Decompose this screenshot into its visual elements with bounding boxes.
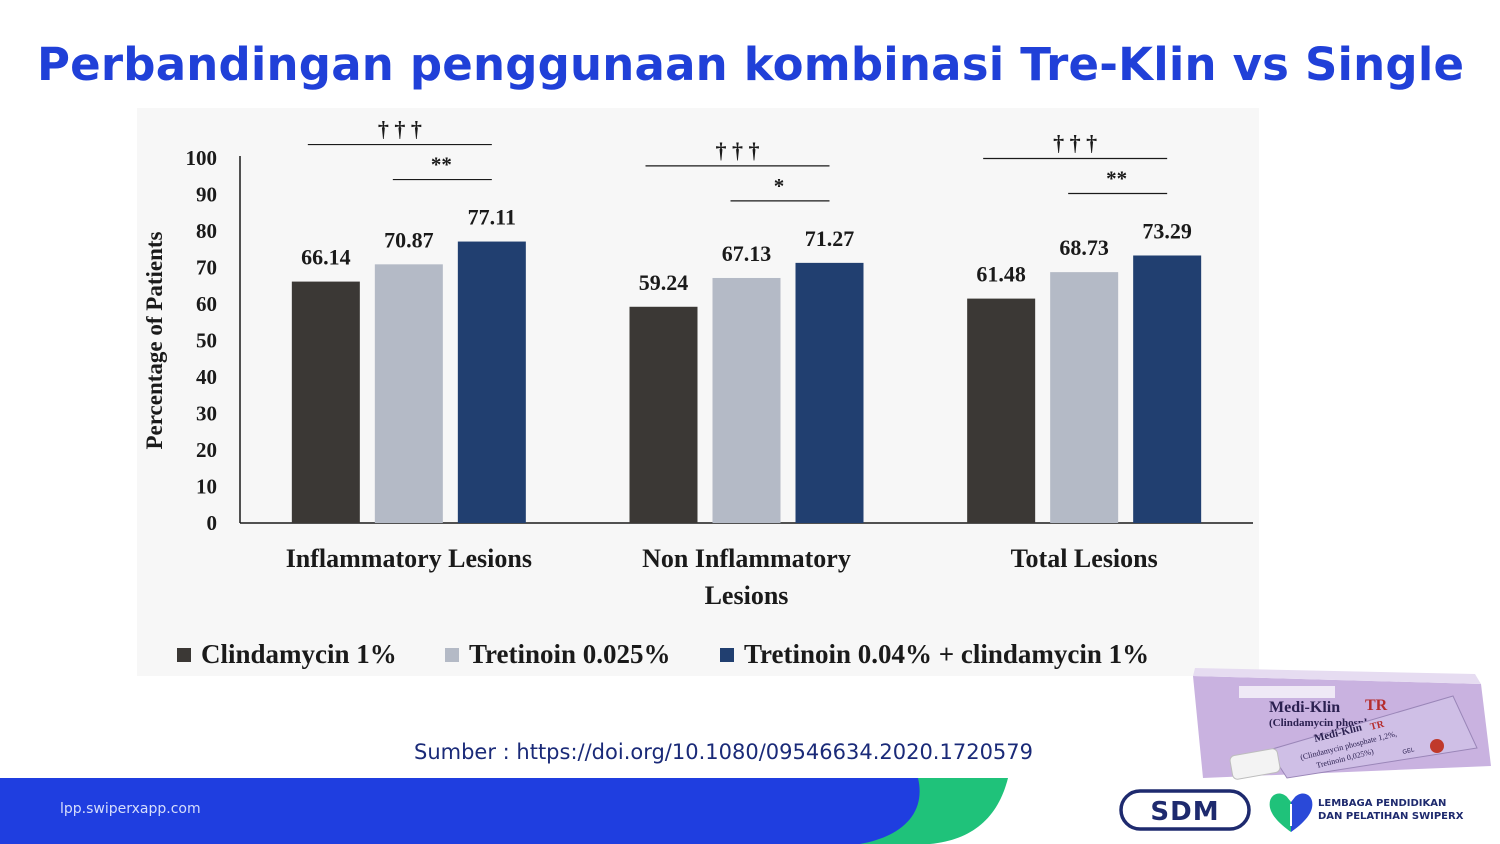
significance-marker: † † † bbox=[1053, 130, 1097, 155]
y-tick-label: 60 bbox=[196, 292, 217, 316]
bar-value-label: 61.48 bbox=[976, 262, 1026, 287]
significance-marker: † † † bbox=[716, 138, 760, 163]
lembaga-pendidikan-logo-text: LEMBAGA PENDIDIKAN DAN PELATIHAN SWIPERX bbox=[1318, 797, 1463, 823]
category-label: Lesions bbox=[705, 581, 789, 610]
significance-marker: ** bbox=[431, 153, 452, 177]
lembaga-pendidikan-logo-icon bbox=[1269, 793, 1313, 832]
bar-value-label: 71.27 bbox=[805, 226, 855, 251]
category-label: Total Lesions bbox=[1011, 544, 1158, 573]
category-label: Inflammatory Lesions bbox=[286, 544, 532, 573]
bar-value-label: 68.73 bbox=[1059, 235, 1109, 260]
bar-value-label: 59.24 bbox=[639, 270, 689, 295]
bar bbox=[967, 298, 1036, 523]
y-tick-label: 0 bbox=[207, 511, 218, 535]
source-citation[interactable]: Sumber : https://doi.org/10.1080/0954663… bbox=[414, 740, 1034, 764]
slide-title: Perbandingan penggunaan kombinasi Tre-Kl… bbox=[37, 38, 1465, 91]
y-tick-label: 20 bbox=[196, 438, 217, 462]
y-tick-label: 30 bbox=[196, 402, 217, 426]
bar-value-label: 77.11 bbox=[468, 205, 516, 230]
sdm-logo-text: SDM bbox=[1150, 797, 1219, 827]
product-brand: Medi-Klin bbox=[1269, 699, 1340, 716]
y-tick-label: 70 bbox=[196, 256, 217, 280]
product-tube bbox=[1268, 695, 1478, 779]
significance-marker: * bbox=[774, 174, 785, 198]
bar bbox=[291, 281, 360, 523]
bar-value-label: 73.29 bbox=[1142, 218, 1192, 243]
category-label: Non Inflammatory bbox=[642, 544, 851, 573]
sdm-logo: SDM bbox=[1119, 789, 1251, 831]
bar bbox=[629, 306, 698, 523]
bar-chart: 0 10 20 30 40 50 60 70 80 90 100 Percentage of Pati… bbox=[142, 117, 1253, 669]
footer-blue-band bbox=[0, 778, 920, 844]
bar bbox=[457, 241, 526, 523]
lp-line-2: DAN PELATIHAN SWIPERX bbox=[1318, 811, 1464, 822]
bar bbox=[712, 277, 781, 523]
product-tube-variant: TR bbox=[1369, 719, 1386, 733]
y-tick-label: 50 bbox=[196, 329, 217, 353]
y-tick-label: 10 bbox=[196, 475, 217, 499]
bar bbox=[1133, 255, 1202, 523]
y-axis-title: Percentage of Patients bbox=[142, 231, 167, 449]
footer-url[interactable]: lpp.swiperxapp.com bbox=[60, 801, 201, 817]
lp-line-1: LEMBAGA PENDIDIKAN bbox=[1318, 798, 1447, 809]
product-tube-cap bbox=[1229, 748, 1281, 780]
product-box-top bbox=[1193, 668, 1481, 684]
y-tick-label: 40 bbox=[196, 365, 217, 389]
y-tick-label: 100 bbox=[186, 146, 218, 170]
legend-swatch bbox=[720, 648, 734, 662]
bar bbox=[374, 264, 443, 523]
bar-value-label: 66.14 bbox=[301, 245, 351, 270]
product-tube-mark bbox=[1430, 739, 1444, 753]
bar-value-label: 70.87 bbox=[384, 227, 434, 252]
product-box-label bbox=[1239, 686, 1335, 698]
y-tick-label: 90 bbox=[196, 183, 217, 207]
y-tick-label: 80 bbox=[196, 219, 217, 243]
product-variant: TR bbox=[1365, 697, 1388, 714]
bar bbox=[795, 262, 864, 523]
legend-label: Tretinoin 0.04% + clindamycin 1% bbox=[744, 639, 1149, 669]
legend-label: Clindamycin 1% bbox=[201, 639, 397, 669]
bar bbox=[1050, 272, 1119, 523]
legend-label: Tretinoin 0.025% bbox=[469, 639, 671, 669]
significance-marker: ** bbox=[1106, 166, 1127, 190]
product-tube-form: GEL bbox=[1402, 747, 1416, 756]
legend-swatch bbox=[177, 648, 191, 662]
significance-marker: † † † bbox=[378, 117, 422, 142]
bar-value-label: 67.13 bbox=[722, 241, 772, 266]
product-image: Medi-Klin TR (Clindamycin phosphate 1, M… bbox=[1193, 668, 1491, 780]
footer-band bbox=[0, 778, 1008, 844]
legend-swatch bbox=[445, 648, 459, 662]
chart-panel: 0 10 20 30 40 50 60 70 80 90 100 Percentage of Pati… bbox=[137, 108, 1259, 676]
